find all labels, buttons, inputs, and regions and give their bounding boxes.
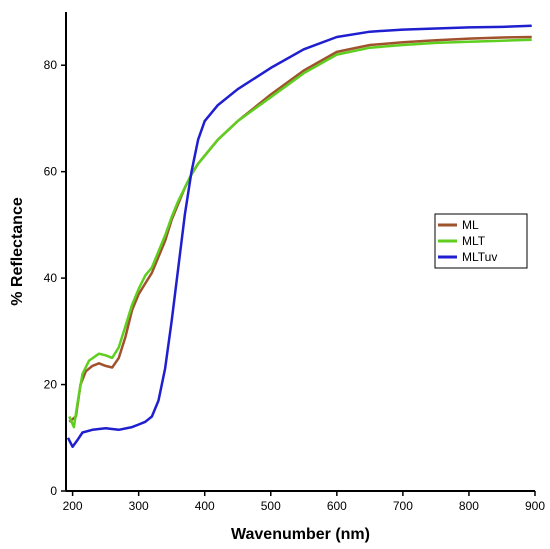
x-tick-label: 700 (393, 499, 413, 513)
y-tick-label: 60 (44, 165, 58, 179)
x-tick-label: 200 (63, 499, 83, 513)
legend: ML MLT MLTuv (434, 213, 528, 269)
y-tick-label: 40 (44, 271, 58, 285)
x-tick-label: 500 (261, 499, 281, 513)
series-layer (66, 24, 532, 449)
legend-label-ml: ML (462, 218, 479, 232)
legend-label-mltuv: MLTuv (462, 250, 497, 264)
y-tick-label: 80 (44, 58, 58, 72)
y-axis-ticks: 0 20 40 60 80 (44, 58, 66, 498)
x-tick-label: 300 (129, 499, 149, 513)
y-axis-title: % Reflectance (9, 197, 26, 306)
x-axis-title: Wavenumber (nm) (231, 526, 370, 543)
legend-label-mlt: MLT (462, 234, 486, 248)
y-tick-label: 0 (50, 484, 57, 498)
x-tick-label: 800 (459, 499, 479, 513)
x-tick-label: 600 (327, 499, 347, 513)
y-tick-label: 20 (44, 378, 58, 392)
x-tick-label: 400 (195, 499, 215, 513)
series-line-mltuv (66, 24, 532, 449)
x-axis-ticks: 200 300 400 500 600 700 800 900 (63, 491, 545, 513)
series-line-mlt (68, 38, 532, 429)
x-tick-label: 900 (525, 499, 545, 513)
